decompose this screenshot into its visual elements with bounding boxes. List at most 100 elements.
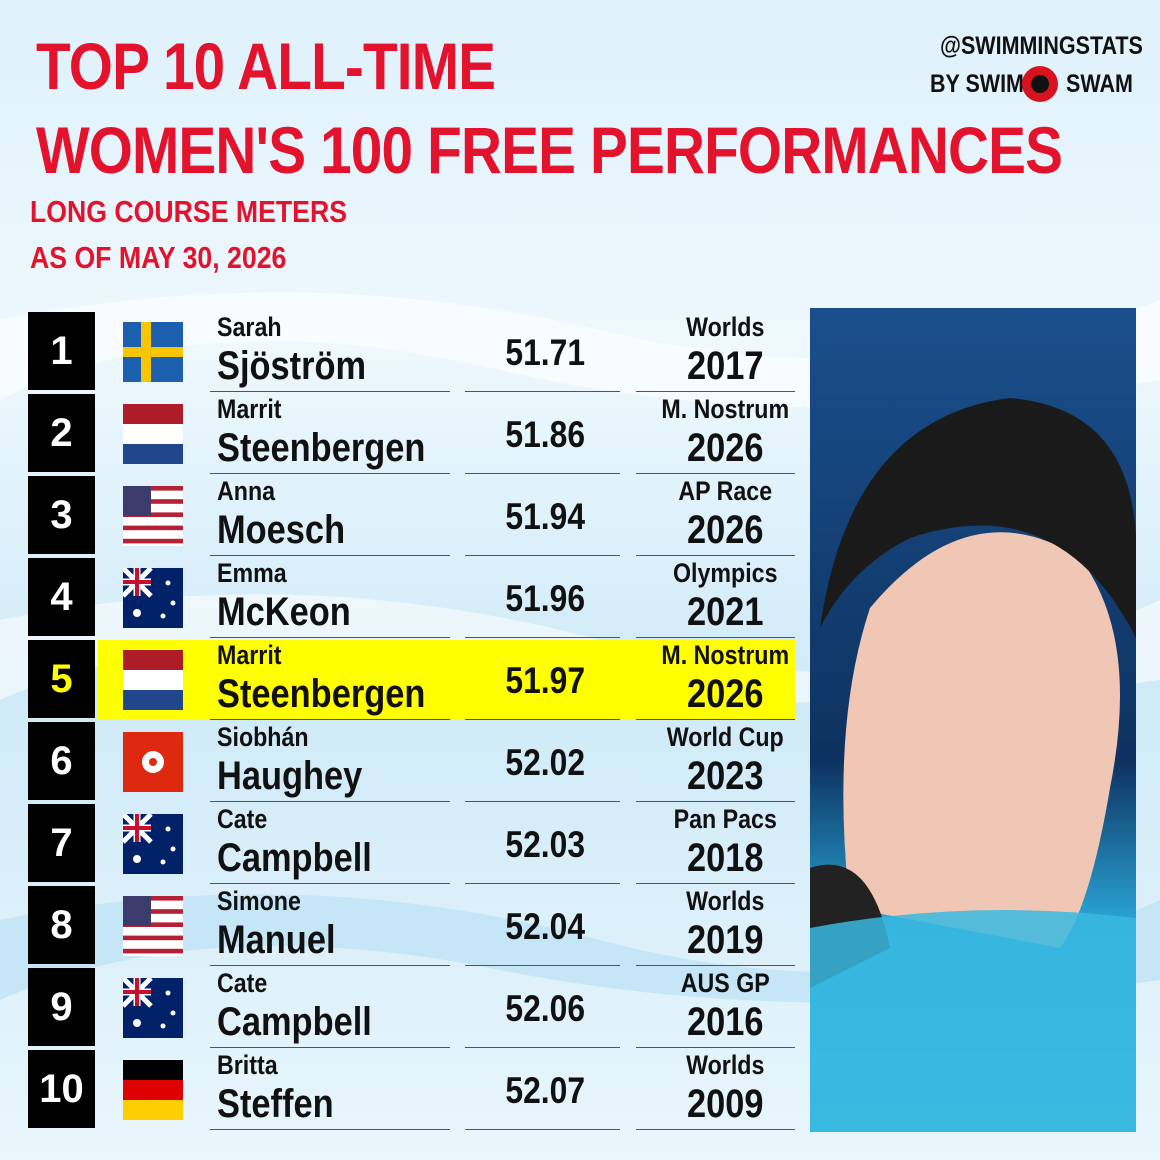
flag-shape [123,650,183,670]
flag-shape [123,978,151,1006]
first-name: Emma [217,558,287,588]
time: 52.06 [505,988,586,1029]
row-separator [210,719,450,720]
flag [121,976,183,1038]
row-separator [465,391,620,392]
row-separator [636,473,795,474]
flag-art [121,976,183,1038]
row-separator [465,801,620,802]
row-separator [210,883,450,884]
rank: 9 [50,984,73,1029]
first-name: Marrit [217,394,282,424]
flag [123,404,183,464]
rank-box: 7 [28,804,95,882]
brand-handle: @SWIMMINGSTATS [940,32,1143,60]
time: 52.02 [505,742,586,783]
meet: Worlds [686,1050,765,1080]
year: 2026 [686,508,764,552]
flag-shape [133,609,141,617]
row-separator [210,801,450,802]
row-separator [465,719,620,720]
time: 51.86 [505,414,586,455]
flag-shape [123,347,183,357]
meet: Worlds [686,312,765,342]
rank: 1 [50,328,73,373]
subtitle-line: AS OF MAY 30, 2026 [30,240,287,275]
row-separator [465,555,620,556]
swimmer-photo [810,308,1136,1132]
flag-shape [165,826,171,832]
flag-shape [123,690,183,710]
rank-box: 10 [28,1050,95,1128]
rank-box: 5 [28,640,95,718]
flag-shape [123,1100,183,1120]
flag-shape [123,538,183,544]
rank-box: 6 [28,722,95,800]
flag [123,732,183,792]
row-separator [210,1047,450,1048]
flag [123,896,183,956]
flag [123,650,183,710]
row-separator [210,473,450,474]
row-separator [465,1129,620,1130]
time: 52.03 [505,824,586,865]
rank: 10 [39,1066,84,1111]
rank: 4 [50,574,73,619]
last-name: Moesch [217,508,346,552]
title-line: WOMEN'S 100 FREE PERFORMANCES [36,113,1063,187]
year: 2026 [686,672,764,716]
flag-shape [123,670,183,690]
last-name: Steffen [217,1082,334,1126]
time: 51.94 [505,496,586,537]
flag-shape [170,600,176,606]
brand-end: SWAM [1066,70,1133,98]
row-separator [210,555,450,556]
subtitle-line: LONG COURSE METERS [30,194,347,229]
rank: 7 [50,820,73,865]
flag-shape [165,990,171,996]
flag-shape [123,896,151,926]
flag-shape [160,613,166,619]
flag-shape [133,855,141,863]
flag-shape [133,1019,141,1027]
flag-shape [123,486,183,491]
flag-shape [123,935,183,941]
time: 52.07 [505,1070,586,1111]
first-name: Britta [217,1050,278,1080]
flag-art [123,404,183,464]
flag-shape [123,948,183,954]
meet: M. Nostrum [661,640,790,670]
flag-art [123,896,183,956]
year: 2026 [686,426,764,470]
time: 51.96 [505,578,586,619]
flag-shape [123,568,151,596]
rank: 6 [50,738,73,783]
row-separator [636,719,795,720]
year: 2017 [686,344,764,388]
rank-box: 8 [28,886,95,964]
rank-box: 9 [28,968,95,1046]
row-separator [636,883,795,884]
meet: Worlds [686,886,765,916]
flag-shape [123,512,183,517]
row-separator [210,1129,450,1130]
last-name: Sjöström [217,344,367,388]
year: 2018 [686,836,764,880]
row-separator [636,391,795,392]
row-separator [636,1129,795,1130]
last-name: Haughey [217,754,363,798]
flag-shape [123,922,183,927]
year: 2023 [686,754,764,798]
row-highlight [98,640,795,720]
meet: Pan Pacs [673,804,777,834]
flag-shape [123,896,183,901]
row-separator [465,473,620,474]
meet: AP Race [678,476,773,506]
row-separator [465,965,620,966]
flag-shape [123,404,183,424]
rank: 8 [50,902,73,947]
rank-box: 2 [28,394,95,472]
flag-shape [123,444,183,464]
last-name: Steenbergen [217,672,426,716]
flag-art [121,812,183,874]
